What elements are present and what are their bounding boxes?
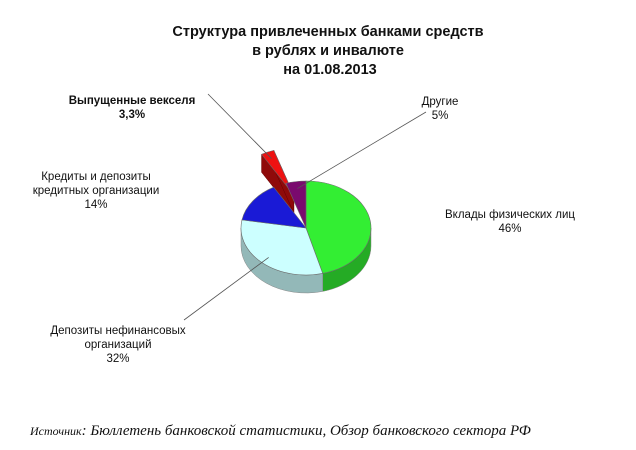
leader-lines [183,93,427,321]
leader-line-depozity-nefin [183,257,269,321]
slice-value-depozity-nefin: 32% [106,353,129,365]
slice-drugie [285,180,307,229]
slice-value-vklady-fiz-lic: 46% [498,223,521,235]
slice-value-drugie: 5% [432,110,449,122]
source-prefix: Источник [30,424,82,438]
leader-line-vekselya [207,93,272,159]
slice-label-vklady-fiz-lic: Вклады физических лиц 46% [445,209,575,235]
slice-vklady-fiz-lic [305,180,372,274]
slice-label-line-vekselya-0: Выпущенные векселя [69,95,196,107]
source-text: : Бюллетень банковской статистики, Обзор… [81,423,531,439]
pie-slices [240,150,372,294]
slice-label-line-depozity-nefin-1: организаций [84,339,151,351]
slice-vekselya [261,150,295,196]
chart-title-line-3: на 01.08.2013 [283,62,376,78]
slice-value-vekselya: 3,3% [119,109,145,121]
slice-label-depozity-nefin: Депозиты нефинансовых организаций 32% [50,325,185,365]
slice-value-kredity-kredit-org: 14% [84,199,107,211]
slice-kredity-kredit-org [241,186,307,229]
slice-label-line-depozity-nefin-0: Депозиты нефинансовых [50,325,185,337]
slice-label-line-vklady-fiz-lic-0: Вклады физических лиц [445,209,575,221]
slice-label-vekselya: Выпущенные векселя 3,3% [69,95,196,121]
slice-label-line-drugie-0: Другие [422,96,459,108]
chart-title-line-1: Структура привлеченных банками средств [172,24,483,40]
chart-title-line-2: в рублях и инвалюте [252,43,404,59]
slice-label-kredity-kredit-org: Кредиты и депозиты кредитных организации 1… [33,171,160,211]
source-note: Источник: Бюллетень банковской статистик… [30,422,531,440]
leader-line-drugie [297,111,427,189]
slice-label-drugie: Другие 5% [422,96,459,122]
slice-labels: Вклады физических лиц 46% Депозиты нефинан… [33,95,576,365]
slice-label-line-kredity-kredit-org-1: кредитных организации [33,185,160,197]
slice-label-line-kredity-kredit-org-0: Кредиты и депозиты [41,171,151,183]
chart-title: Структура привлеченных банками средств в… [172,24,487,78]
